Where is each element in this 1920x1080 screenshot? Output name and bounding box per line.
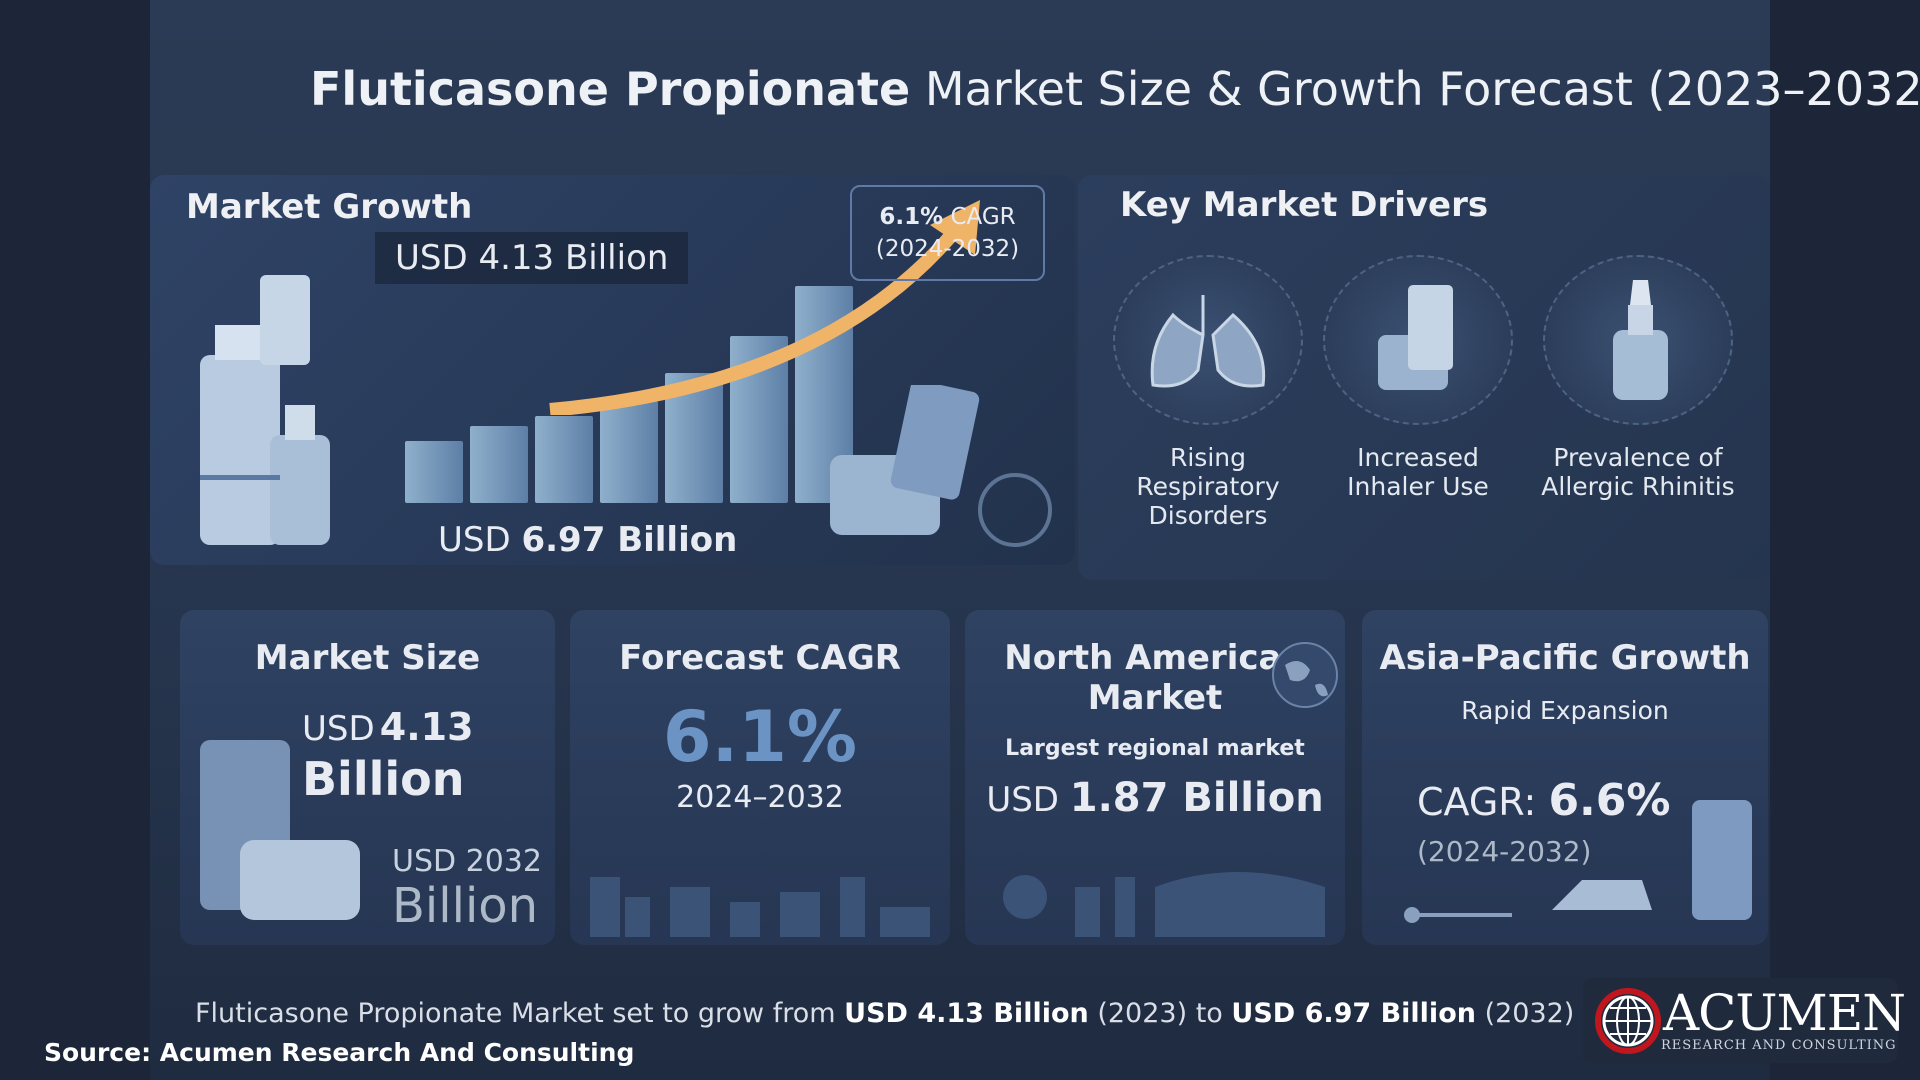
driver-label: Inhaler Use [1347,472,1489,501]
cagr-badge-value: 6.1% [879,204,944,230]
asia-pacific-subtitle: Rapid Expansion [1461,696,1669,725]
forecast-cagr-value: 6.1% [662,696,858,778]
cagr-badge-period: (2024-2032) [875,236,1020,262]
forecast-cagr-period: 2024–2032 [676,780,844,815]
market-size-2032-label: USD 2032 [392,844,542,879]
growth-bar [405,441,463,503]
market-growth-heading: Market Growth [186,187,473,227]
cagr-badge: 6.1% CAGR (2024-2032) [850,185,1045,281]
footer-summary: Fluticasone Propionate Market set to gro… [195,998,1574,1029]
medicine-bottles-icon [200,275,330,545]
device-illustration-icon [1404,800,1752,923]
logo-tagline: RESEARCH AND CONSULTING [1661,1038,1897,1053]
market-growth-end-value: USD 6.97 Billion [438,520,737,560]
logo-name: ACUMEN [1663,984,1906,1042]
inhaler-icon [1378,285,1453,390]
driver-label: Disorders [1148,501,1268,530]
forecast-cagr-card: Forecast CAGR 6.1% 2024–2032 [570,610,950,945]
driver-respiratory: Rising Respiratory Disorders [1108,255,1308,530]
inhaler-device-icon [830,385,1052,547]
market-size-value: USD 4.13 Billion [302,705,474,812]
title-rest: Market Size & Growth Forecast (2023–2032… [924,62,1920,116]
market-size-2032: USD 2032 Billion [392,840,542,935]
growth-bar [600,401,658,503]
north-america-value-amount: 1.87 Billion [1069,775,1324,821]
footer-part: (2032) [1484,998,1575,1029]
source-credit: Source: Acumen Research And Consulting [44,1038,635,1067]
north-america-title-line2: Market [1087,678,1223,718]
asia-pacific-card: Asia-Pacific Growth Rapid Expansion CAGR… [1362,610,1768,945]
globe-logo-icon [1595,988,1661,1054]
footer-part: set to grow from [612,998,836,1029]
market-size-2032-unit: Billion [392,878,539,934]
asia-pacific-cagr-value: 6.6% [1548,775,1671,826]
market-size-prefix: USD [302,709,375,749]
north-america-title-line1: North American [1004,638,1306,678]
market-growth-start-value: USD 4.13 Billion [375,232,689,284]
market-size-amount: 4.13 [379,705,474,749]
key-drivers-heading: Key Market Drivers [1120,185,1489,225]
north-america-value-prefix: USD [986,780,1059,820]
driver-label: Respiratory [1136,472,1280,501]
end-value-prefix: USD [438,520,511,560]
driver-label: Allergic Rhinitis [1541,472,1735,501]
asia-pacific-cagr: CAGR: 6.6% (2024-2032) [1417,775,1670,870]
north-america-title: North American Market [965,638,1345,718]
city-skyline-icon [590,877,930,937]
nasal-spray-icon [1613,280,1668,400]
footer-part: USD 6.97 Billion [1231,998,1476,1029]
market-size-card: Market Size USD 4.13 Billion USD 2032 Bill… [180,610,555,945]
cagr-badge-label: CAGR [950,204,1016,230]
market-size-title: Market Size [254,638,481,678]
map-and-pharmacy-icon [1003,872,1325,937]
lungs-icon [1150,295,1266,388]
forecast-cagr-title: Forecast CAGR [619,638,901,678]
north-america-subtitle: Largest regional market [1005,736,1305,761]
asia-pacific-title: Asia-Pacific Growth [1379,638,1751,678]
growth-arrow-icon [549,200,980,415]
footer-part: (2023) to [1097,998,1223,1029]
key-drivers-panel: Key Market Drivers Rising Respiratory Diso… [1078,175,1770,580]
driver-label: Increased [1357,443,1479,472]
title-bold: Fluticasone Propionate [310,62,911,116]
market-growth-panel: Market Growth USD 4.13 Billion 6.1% CAGR… [150,175,1075,565]
north-america-card: North American Market Largest regional ma… [965,610,1345,945]
acumen-logo: ACUMEN RESEARCH AND CONSULTING [1583,978,1906,1063]
growth-bar [535,416,593,503]
driver-label: Rising [1169,443,1246,472]
footer-part: Fluticasone Propionate Market [195,998,604,1029]
end-value-amount: 6.97 Billion [521,520,738,560]
asia-pacific-period: (2024-2032) [1417,835,1592,868]
market-size-unit: Billion [302,752,465,806]
asia-pacific-cagr-label: CAGR: [1417,780,1537,824]
globe-icon [1272,642,1338,708]
driver-inhaler: Increased Inhaler Use [1318,255,1518,501]
growth-bar [470,426,528,503]
driver-allergic-rhinitis: Prevalence of Allergic Rhinitis [1538,255,1738,501]
driver-label: Prevalence of [1553,443,1723,472]
footer-part: USD 4.13 Billion [844,998,1089,1029]
north-america-value: USD 1.87 Billion [965,775,1345,821]
page-title: Fluticasone Propionate Market Size & Gro… [310,62,1920,116]
inhaler-illustration-icon [200,740,360,920]
